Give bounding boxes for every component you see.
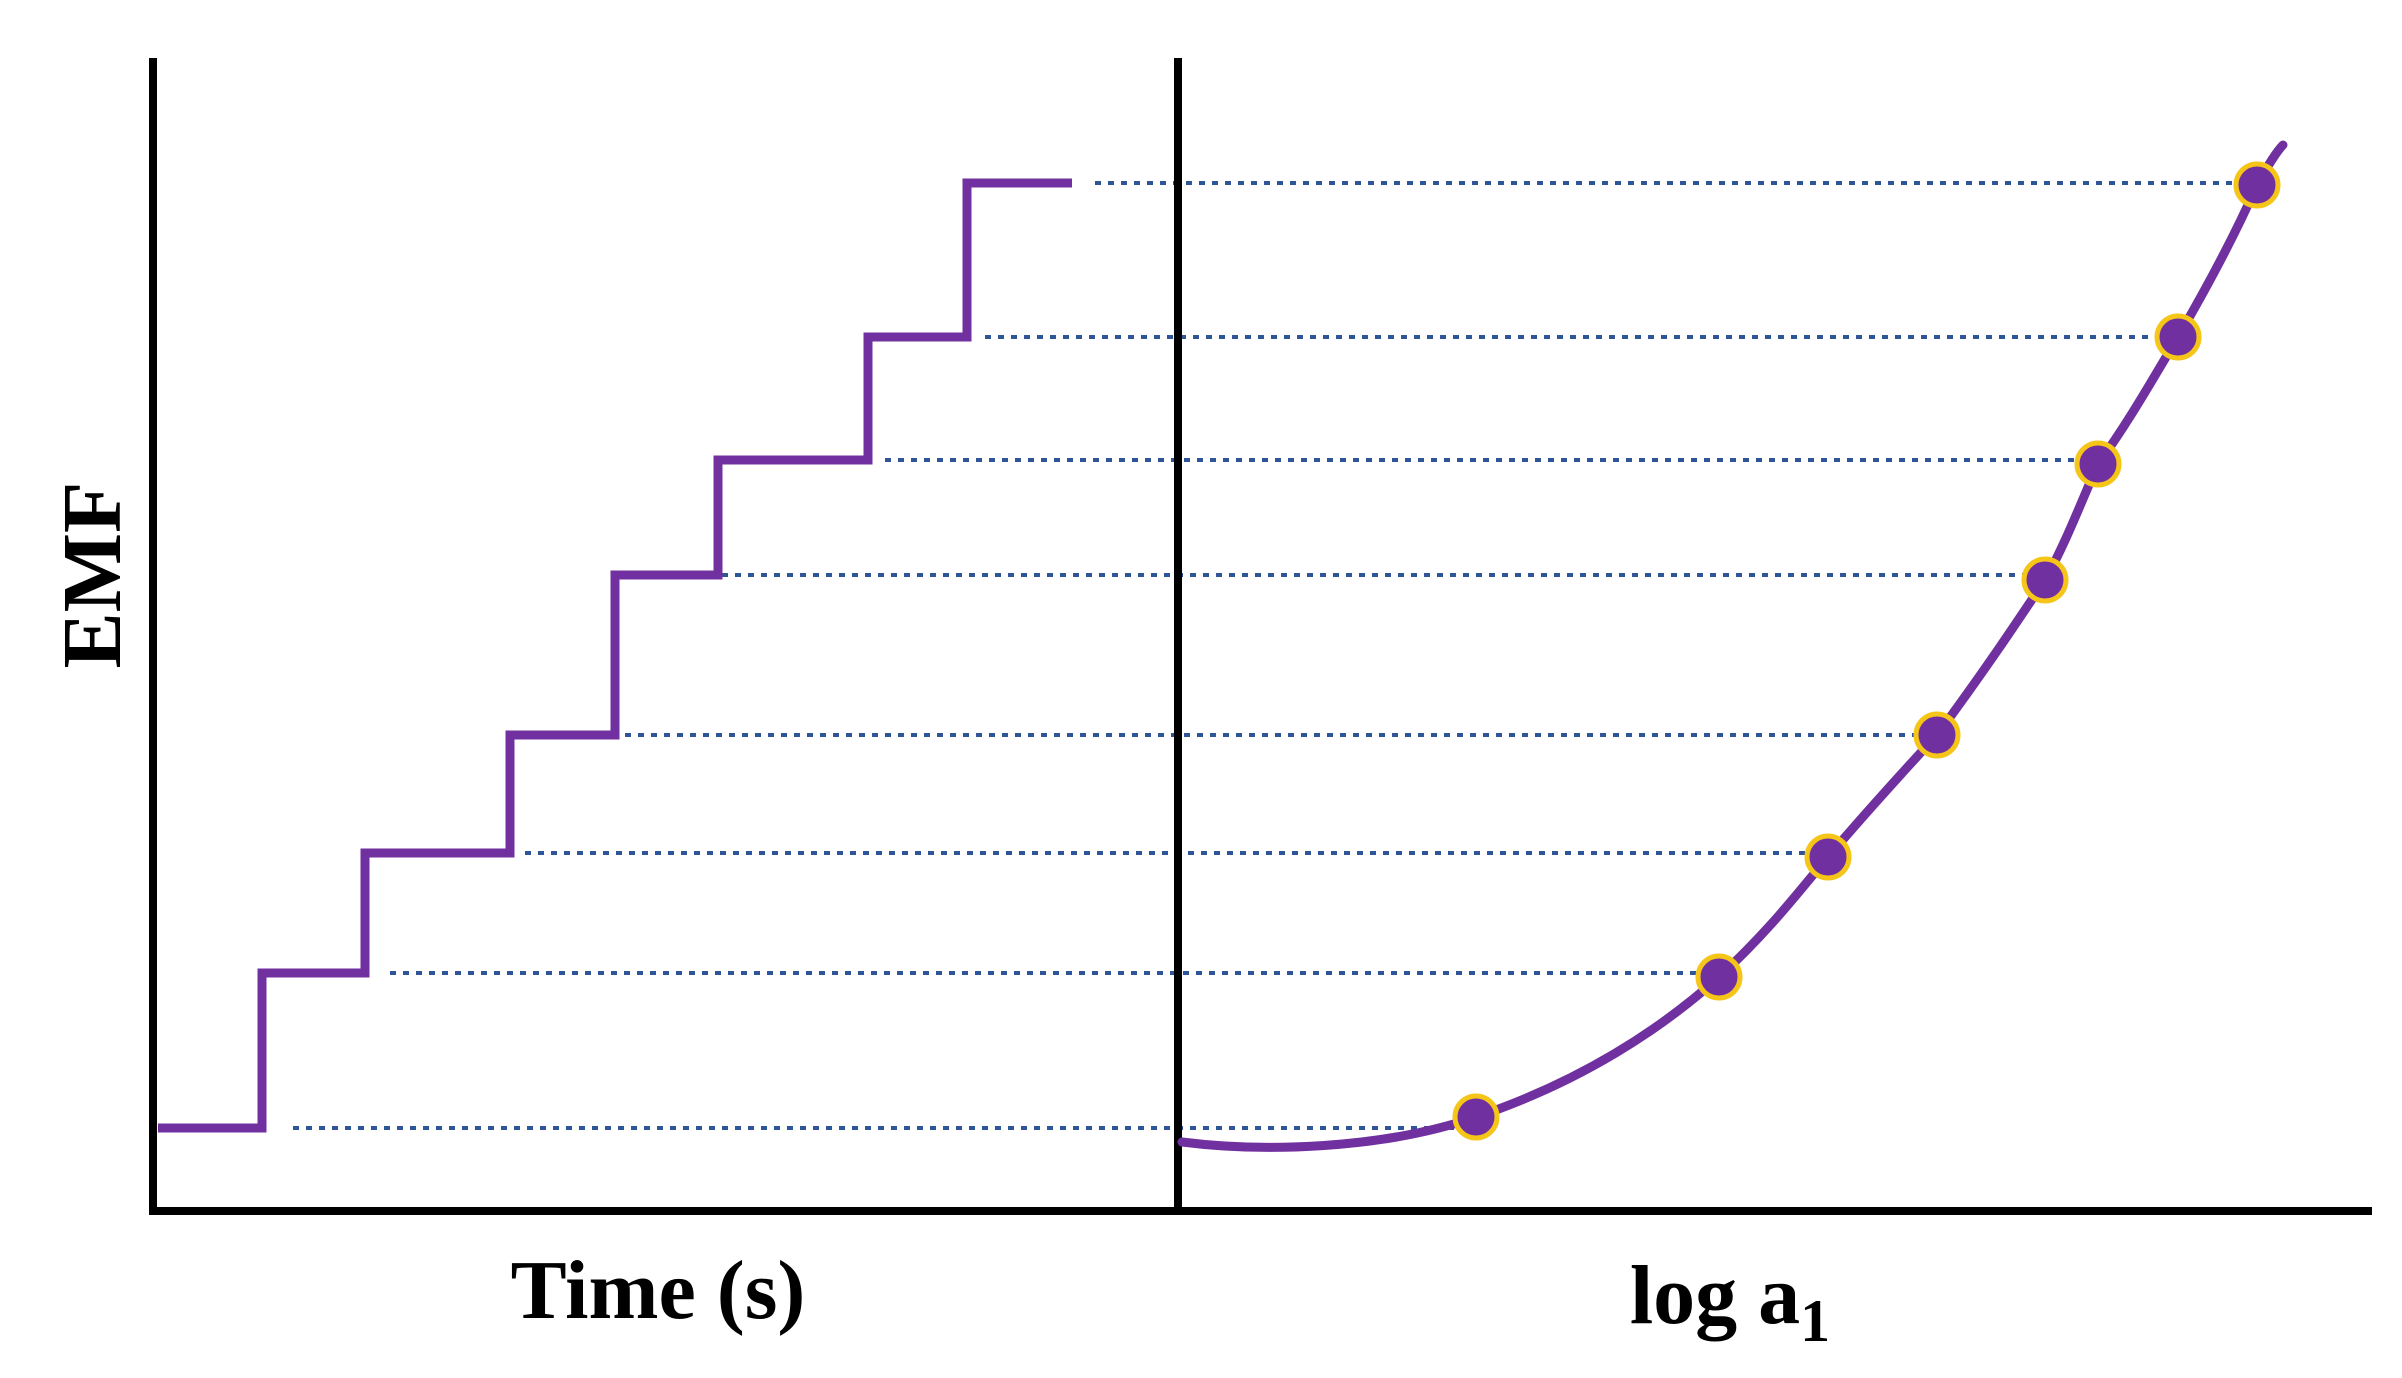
data-point-marker <box>1452 1093 1500 1141</box>
data-point-marker <box>1913 711 1961 759</box>
data-point-marker <box>1695 953 1743 1001</box>
log-activity-label-subscript: 1 <box>1800 1288 1830 1354</box>
data-point-marker <box>2074 440 2122 488</box>
log-activity-axis-label: log a1 <box>1630 1249 1830 1354</box>
data-point-marker <box>1804 833 1852 881</box>
data-point-marker <box>2154 313 2202 361</box>
time-axis-label: Time (s) <box>511 1244 806 1337</box>
y-axis-label: EMF <box>46 482 139 669</box>
calibration-curve <box>1177 140 2288 1152</box>
staircase-line <box>158 178 1072 1133</box>
log-activity-label-main: log a <box>1630 1249 1800 1342</box>
data-point-marker <box>2021 556 2069 604</box>
data-markers <box>1452 161 2281 1141</box>
data-point-marker <box>2233 161 2281 209</box>
guide-lines <box>293 181 2235 1130</box>
